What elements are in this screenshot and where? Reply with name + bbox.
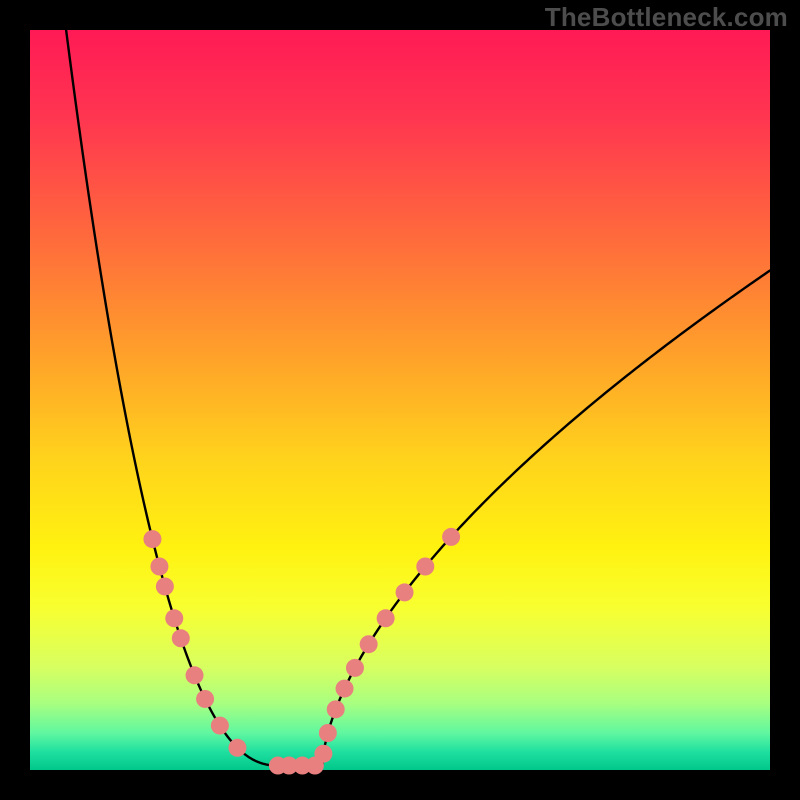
curve-marker xyxy=(156,577,174,595)
curve-marker xyxy=(416,558,434,576)
curve-marker xyxy=(346,659,364,677)
curve-marker xyxy=(327,700,345,718)
curve-marker xyxy=(336,680,354,698)
bottleneck-curve xyxy=(63,8,770,766)
curve-marker xyxy=(196,690,214,708)
curve-marker xyxy=(314,745,332,763)
curve-marker xyxy=(150,558,168,576)
chart-overlay-svg xyxy=(0,0,800,800)
curve-marker xyxy=(442,528,460,546)
curve-marker xyxy=(143,530,161,548)
curve-marker xyxy=(211,717,229,735)
curve-marker xyxy=(165,609,183,627)
curve-marker xyxy=(319,724,337,742)
curve-marker xyxy=(228,739,246,757)
curve-marker xyxy=(360,635,378,653)
curve-marker xyxy=(396,583,414,601)
curve-marker xyxy=(186,666,204,684)
watermark-text: TheBottleneck.com xyxy=(545,2,788,33)
curve-markers xyxy=(143,528,460,775)
curve-marker xyxy=(377,609,395,627)
chart-stage: TheBottleneck.com xyxy=(0,0,800,800)
curve-marker xyxy=(172,629,190,647)
